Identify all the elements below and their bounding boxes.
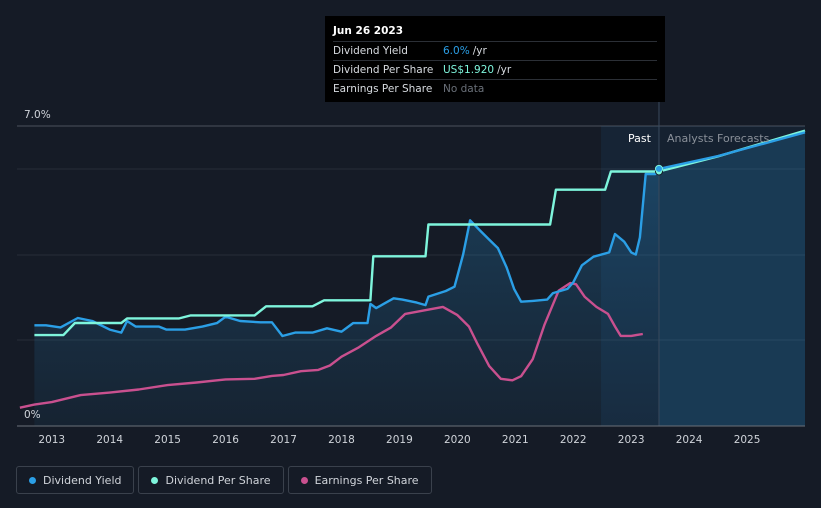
x-axis-ticks: 2013 2014 2015 2016 2017 2018 2019 2020 2021 2022… [38,434,760,446]
x-tick-label: 2016 [212,434,239,446]
tooltip-label: Dividend Yield [333,45,408,57]
x-tick-label: 2024 [676,434,703,446]
legend-label: Dividend Per Share [165,473,271,487]
legend-dot-icon [151,476,159,484]
x-tick-label: 2023 [618,434,645,446]
legend-item-dividend-yield[interactable]: Dividend Yield [16,466,135,494]
tooltip-date: Jun 26 2023 [333,22,657,42]
x-tick-label: 2018 [328,434,355,446]
legend-dot-icon [29,476,36,484]
tooltip-value: US$1.920 [443,64,495,76]
x-tick-label: 2025 [734,434,761,446]
forecast-band [658,126,805,426]
x-tick-label: 2015 [154,434,181,446]
x-tick-label: 2020 [444,434,471,446]
x-tick-label: 2014 [96,434,123,446]
tooltip-value: 6.0% [443,45,470,57]
x-tick-label: 2017 [270,434,297,446]
tooltip-unit: /yr [497,64,512,76]
x-tick-label: 2019 [386,434,413,446]
past-label: Past [628,132,652,145]
legend-label: Earnings Per Share [314,473,419,487]
tooltip-label: Dividend Per Share [333,64,434,76]
legend-dot-icon [300,476,308,484]
tooltip: Jun 26 2023 Dividend Yield 6.0% /yr Divi… [325,16,665,102]
tooltip-row-dividend-yield: Dividend Yield 6.0% /yr [333,42,657,61]
y-axis-top-label: 7.0% [24,109,51,121]
legend: Dividend Yield Dividend Per Share Earnin… [16,466,432,494]
dividend-per-share-line [34,170,659,337]
legend-item-earnings-per-share[interactable]: Earnings Per Share [287,466,432,494]
dividend-yield-marker[interactable] [654,164,663,173]
x-tick-label: 2021 [502,434,529,446]
tooltip-row-dividend-per-share: Dividend Per Share US$1.920 /yr [333,61,657,80]
legend-label: Dividend Yield [43,473,122,487]
earnings-per-share-line [19,281,643,409]
forecast-yield-area [659,132,805,426]
tooltip-value: No data [443,83,485,95]
dividend-yield-area [34,168,659,426]
tooltip-label: Earnings Per Share [333,83,433,95]
tooltip-unit: /yr [472,45,487,57]
tooltip-row-earnings-per-share: Earnings Per Share No data [333,80,657,98]
x-tick-label: 2022 [560,434,587,446]
dividend-yield-forecast-line [658,131,806,171]
x-tick-label: 2013 [38,434,65,446]
y-axis-bottom-label: 0% [24,409,41,421]
legend-item-dividend-per-share[interactable]: Dividend Per Share [138,466,284,494]
analysts-forecasts-label: Analysts Forecasts [667,132,770,145]
dividend-yield-line [34,168,660,338]
